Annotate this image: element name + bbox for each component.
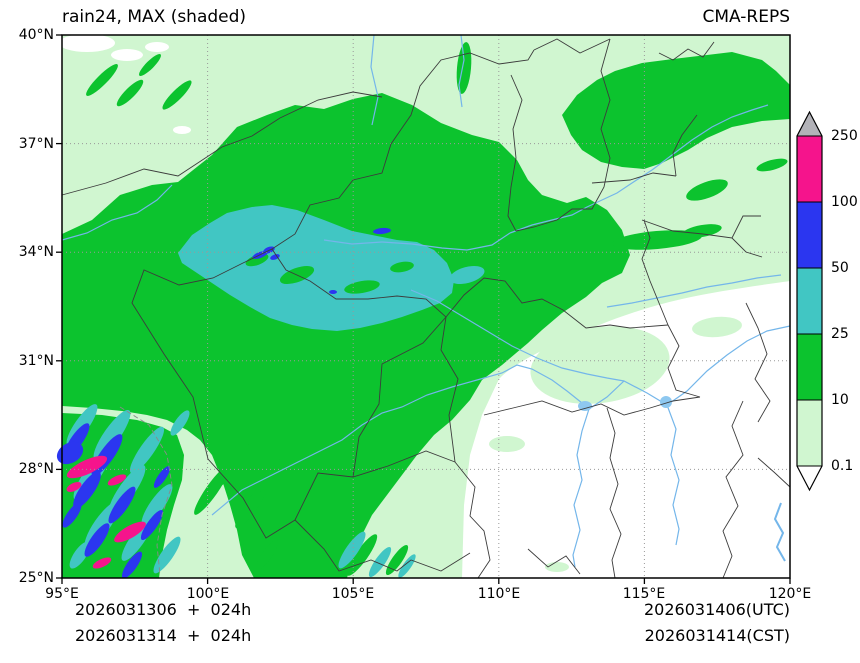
colorbar-label-250: 250 xyxy=(831,128,858,144)
colorbar-label-100: 100 xyxy=(831,194,858,210)
colorbar-label-25: 25 xyxy=(831,326,849,342)
rain-50-100-layer xyxy=(56,227,391,579)
y-tick-label-37n: 37°N xyxy=(18,136,54,152)
province-borders-layer xyxy=(61,38,791,579)
colorbar-seg-100-250 xyxy=(797,136,822,202)
rain-100-250-layer xyxy=(66,455,146,569)
colorbar-over-arrow xyxy=(797,112,822,136)
x-tick-label-110e: 110°E xyxy=(477,586,521,602)
axis-ticks xyxy=(56,34,791,584)
model-label: CMA-REPS xyxy=(702,7,790,27)
colorbar-seg-25-50 xyxy=(797,268,822,334)
colorbar-label-01: 0.1 xyxy=(831,458,854,474)
init-plus-lead-cst: 2026031314 + 024h xyxy=(75,626,252,645)
colorbar xyxy=(795,110,829,496)
y-tick-label-34n: 34°N xyxy=(18,244,54,260)
y-tick-label-28n: 28°N xyxy=(18,461,54,477)
y-tick-label-25n: 25°N xyxy=(18,570,54,586)
valid-time-cst: 2026031414(CST) xyxy=(644,626,790,645)
colorbar-seg-10-25 xyxy=(797,334,822,400)
y-tick-label-40n: 40°N xyxy=(18,27,54,43)
valid-time-utc: 2026031406(UTC) xyxy=(644,600,790,619)
plot-frame xyxy=(61,34,791,579)
dry-gap-layer xyxy=(59,34,191,134)
colorbar-label-50: 50 xyxy=(831,260,849,276)
init-plus-lead-utc: 2026031306 + 024h xyxy=(75,600,252,619)
colorbar-under-arrow xyxy=(797,466,822,490)
x-tick-label-115e: 115°E xyxy=(622,586,666,602)
x-tick-label-95e: 95°E xyxy=(45,586,79,602)
precipitation-map xyxy=(56,34,791,584)
colorbar-label-10: 10 xyxy=(831,392,849,408)
colorbar-seg-01-10 xyxy=(797,400,822,466)
x-tick-label-100e: 100°E xyxy=(186,586,230,602)
map-canvas xyxy=(56,34,791,584)
y-tick-label-31n: 31°N xyxy=(18,353,54,369)
graticule xyxy=(62,35,790,578)
colorbar-seg-50-100 xyxy=(797,202,822,268)
plot-title: rain24, MAX (shaded) xyxy=(62,7,247,27)
x-tick-label-120e: 120°E xyxy=(768,586,812,602)
x-tick-label-105e: 105°E xyxy=(331,586,375,602)
